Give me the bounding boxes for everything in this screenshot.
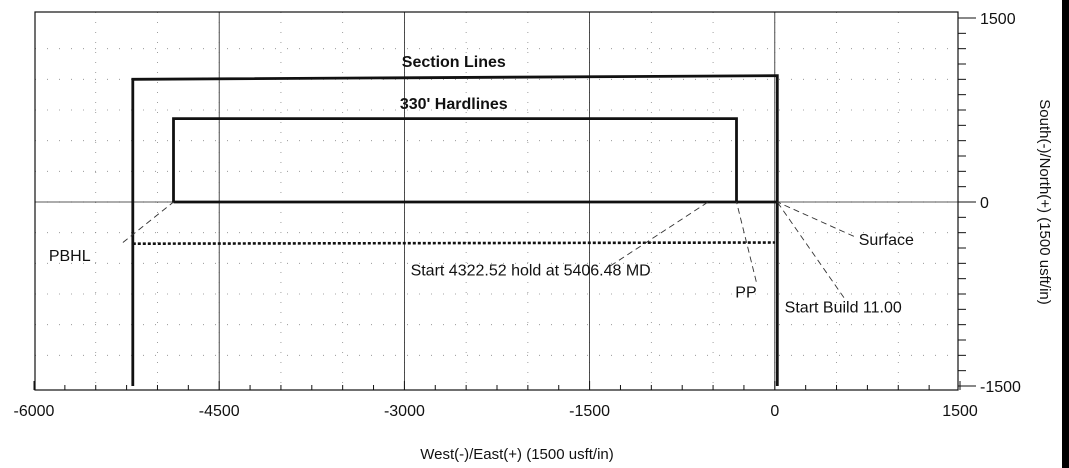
plot-series [131,74,779,386]
leader-start-hold [610,201,709,267]
right-edge-bar [1062,0,1069,468]
annotation-start-hold: Start 4322.52 hold at 5406.48 MD [411,263,651,280]
x-tick-label: -3000 [384,403,425,420]
series-series-3 [132,241,775,245]
annotation-hardlines: 330' Hardlines [400,96,508,113]
x-tick-label: -4500 [199,403,240,420]
annotation-section-lines: Section Lines [402,54,506,71]
y-tick-label: 0 [980,195,989,212]
annotation-leaders [122,201,855,298]
y-axis-label: South(-)/North(+) (1500 usft/in) [1036,99,1053,305]
leader-surface [777,201,855,237]
series-330-hardlines [172,117,738,204]
x-tick-label: 1500 [942,403,978,420]
x-tick-label: -1500 [569,403,610,420]
x-tick-label: -6000 [14,403,55,420]
y-tick-label: -1500 [980,379,1021,396]
x-axis-label: West(-)/East(+) (1500 usft/in) [420,446,614,463]
leader-pbhl [122,201,174,243]
leader-start-build [776,201,845,298]
annotation-pp: PP [735,285,756,302]
series-section-lines [131,74,779,386]
x-tick-label: 0 [770,403,779,420]
annotation-surface: Surface [859,232,914,249]
y-tick-label: 1500 [980,11,1016,28]
annotation-pbhl: PBHL [49,248,91,265]
annotation-start-build: Start Build 11.00 [785,299,902,316]
leader-pp [736,201,757,282]
annotations: Section Lines 330' Hardlines PBHL Start 432… [49,54,914,316]
